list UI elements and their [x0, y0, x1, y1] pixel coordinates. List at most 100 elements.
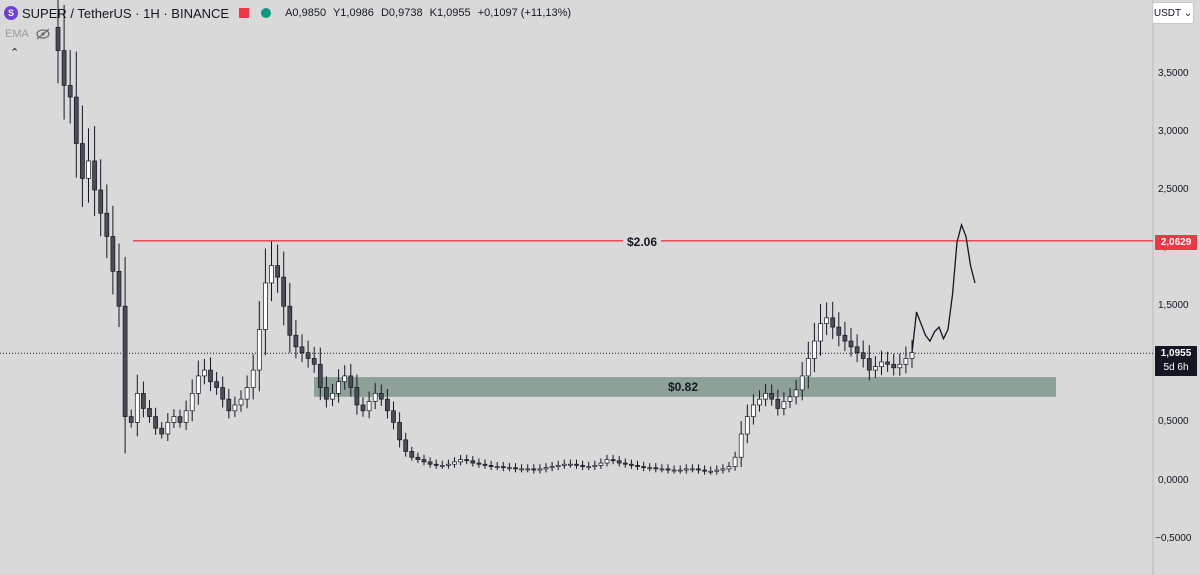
candle-up: [714, 469, 720, 472]
candle-up: [909, 352, 915, 359]
candle-up: [555, 465, 561, 467]
currency-selector[interactable]: USDT ⌄: [1152, 2, 1194, 24]
candle-down: [281, 276, 287, 307]
eye-hidden-icon[interactable]: [35, 28, 51, 40]
candle-down: [305, 352, 311, 359]
candle-up: [525, 468, 531, 471]
candle-down: [470, 460, 476, 464]
candle-up: [256, 329, 262, 371]
candle-down: [702, 469, 707, 472]
candle-up: [568, 463, 573, 466]
candle-up: [812, 340, 817, 359]
candle-up: [726, 466, 732, 470]
candle-up: [549, 466, 555, 469]
candle-up: [165, 422, 171, 435]
candle-down: [433, 463, 439, 466]
candle-up: [818, 323, 823, 342]
candle-down: [141, 393, 146, 409]
candle-down: [775, 398, 781, 409]
candle-down: [476, 462, 482, 465]
bar-countdown: 5d 6h: [1163, 362, 1189, 373]
candle-up: [879, 361, 884, 367]
candle-down: [836, 326, 842, 336]
market-open-icon: [261, 8, 272, 18]
candle-down: [214, 381, 219, 388]
open-value: A0,9850: [285, 7, 327, 19]
candle-up: [787, 396, 793, 402]
candle-up: [263, 282, 268, 330]
candle-down: [622, 462, 628, 465]
candle-up: [659, 468, 665, 471]
candle-down: [354, 387, 360, 406]
candle-down: [55, 26, 61, 51]
candle-down: [61, 50, 67, 86]
support-zone[interactable]: [314, 377, 1056, 397]
candle-down: [226, 398, 232, 412]
candle-down: [513, 467, 518, 470]
candle-up: [244, 387, 250, 400]
candle-up: [763, 393, 768, 400]
candle-up: [537, 468, 543, 471]
candle-down: [92, 160, 97, 191]
candle-down: [653, 467, 659, 470]
price-axis-tick: 3,5000: [1158, 67, 1189, 79]
candle-up: [171, 416, 177, 423]
low-value: D0,9738: [380, 7, 423, 19]
price-axis-tick: −0,5000: [1155, 532, 1192, 544]
candle-up: [86, 160, 91, 179]
candle-down: [427, 461, 433, 465]
candle-up: [598, 462, 604, 466]
candle-down: [208, 369, 213, 383]
candle-up: [232, 404, 238, 412]
support-zone-label: $0.82: [668, 380, 699, 394]
candle-up: [738, 433, 744, 458]
candle-up: [183, 410, 189, 423]
candle-up: [708, 470, 714, 473]
candle-up: [372, 393, 378, 402]
candle-down: [287, 305, 293, 336]
candle-up: [592, 465, 598, 467]
candle-up: [586, 466, 592, 468]
candle-up: [744, 416, 750, 435]
candle-down: [220, 387, 226, 400]
change-value: +0,1097 (+11,13%): [477, 7, 572, 19]
collapse-chevron-icon[interactable]: ⌃: [10, 47, 20, 59]
candle-up: [903, 358, 909, 365]
candle-down: [104, 212, 110, 237]
candle-down: [122, 305, 128, 417]
candle-up: [452, 461, 457, 465]
candle-down: [159, 427, 165, 435]
resistance-label: $2.06: [623, 235, 662, 249]
candle-down: [116, 270, 122, 307]
candle-down: [866, 358, 872, 371]
candle-down: [360, 404, 366, 412]
candle-up: [799, 375, 805, 391]
projection-drawing[interactable]: [911, 222, 976, 353]
candle-up: [561, 463, 567, 466]
resistance-price-value: 2,0629: [1160, 237, 1192, 248]
high-value: Y1,0986: [332, 7, 374, 19]
current-price-tag: 1,0955 5d 6h: [1155, 346, 1197, 376]
candle-down: [73, 96, 79, 144]
candle-down: [842, 334, 848, 342]
candle-down: [391, 410, 396, 423]
candle-up: [647, 467, 653, 470]
candle-down: [397, 422, 402, 441]
ema-label: EMA: [5, 28, 29, 40]
symbol-title[interactable]: SUPER / TetherUS · 1H · BINANCE: [22, 5, 230, 21]
candle-down: [421, 459, 427, 463]
candle-up: [189, 393, 195, 412]
price-axis-tick: 0,0000: [1158, 474, 1189, 486]
candle-down: [98, 189, 104, 214]
candle-down: [67, 85, 73, 98]
candle-up: [458, 459, 463, 463]
candle-up: [781, 401, 787, 409]
candle-up: [195, 375, 201, 394]
candle-down: [293, 334, 299, 348]
candle-down: [147, 408, 152, 417]
candle-down: [110, 236, 116, 272]
ema-indicator-legend[interactable]: EMA: [5, 28, 51, 40]
candle-up: [690, 468, 695, 471]
candle-up: [507, 467, 512, 470]
